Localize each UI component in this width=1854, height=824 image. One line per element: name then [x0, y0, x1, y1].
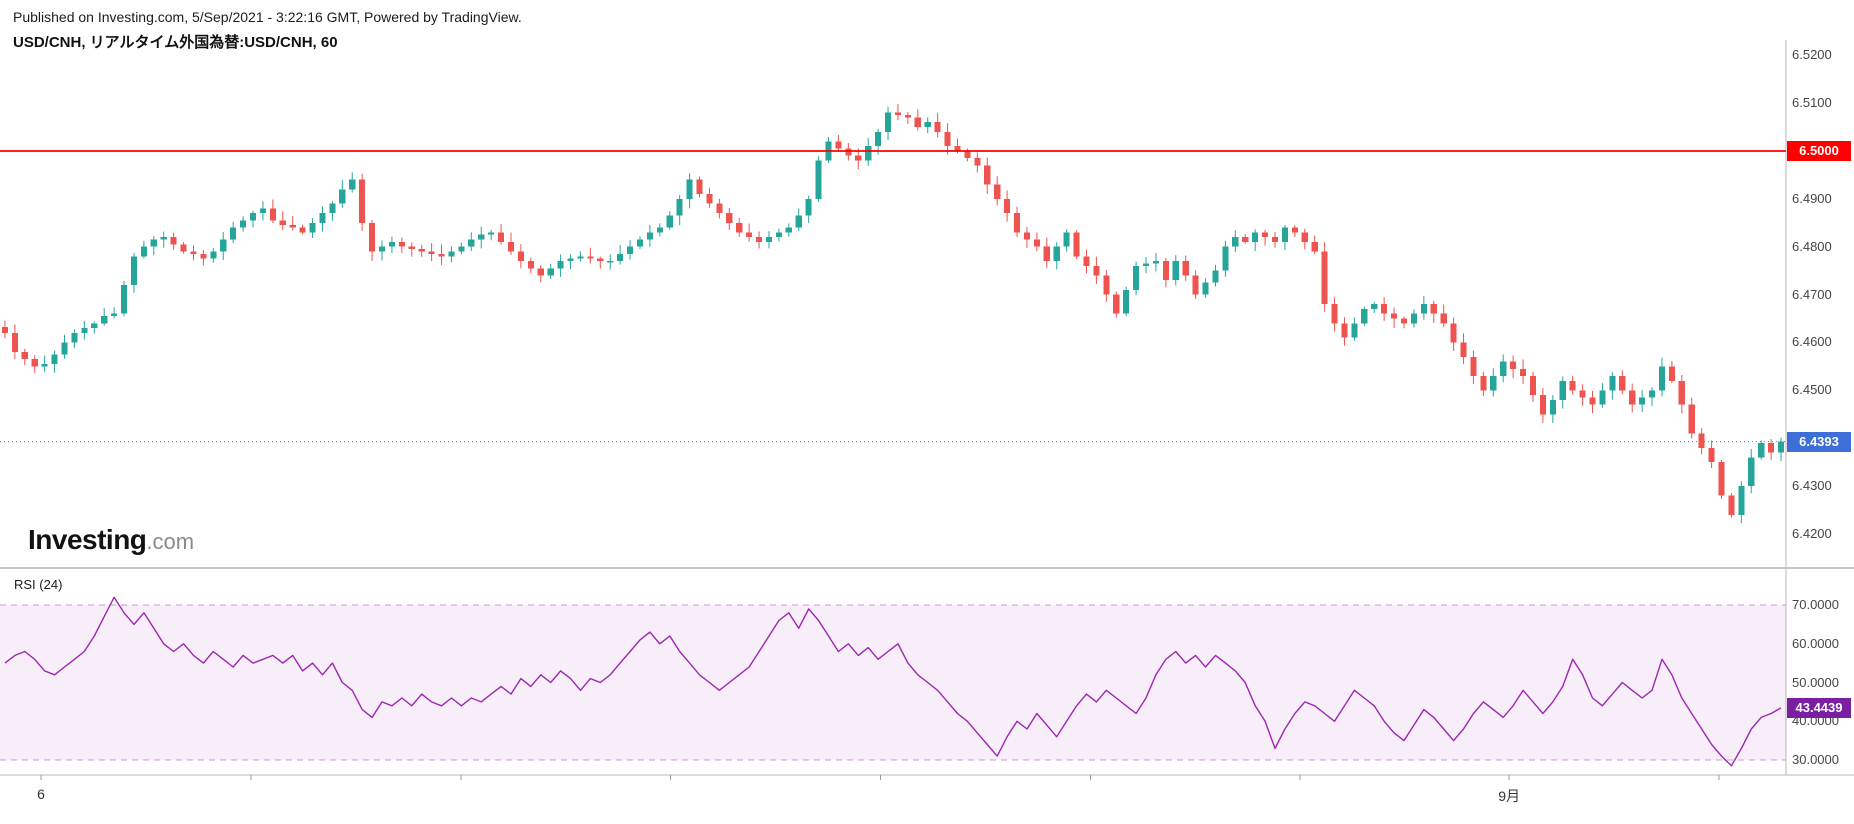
- price-tick-label: 6.4500: [1792, 382, 1832, 398]
- time-tick-label: 6: [37, 786, 45, 802]
- rsi-tick-label: 60.0000: [1792, 635, 1839, 651]
- time-axis[interactable]: 6 9月: [0, 780, 1786, 816]
- price-tick-label: 6.4700: [1792, 286, 1832, 302]
- investing-logo-text: Investing: [28, 524, 147, 555]
- price-tick-label: 6.5100: [1792, 95, 1832, 111]
- price-tick-label: 6.5200: [1792, 47, 1832, 63]
- rsi-tick-label: 70.0000: [1792, 597, 1839, 612]
- rsi-indicator-label[interactable]: RSI (24): [14, 577, 63, 592]
- price-tick-label: 6.4800: [1792, 238, 1832, 254]
- price-tick-label: 6.4300: [1792, 478, 1832, 494]
- investing-logo-suffix: .com: [146, 529, 195, 554]
- red-level-price-label: 6.5000: [1787, 140, 1851, 161]
- chart-title[interactable]: USD/CNH, リアルタイム外国為替:USD/CNH, 60: [13, 34, 338, 51]
- investing-logo: Investing.com: [28, 524, 194, 556]
- price-tick-label: 6.4900: [1792, 190, 1832, 206]
- time-tick-label: 9月: [1498, 788, 1521, 804]
- rsi-value-label: 43.4439: [1787, 697, 1851, 718]
- rsi-tick-label: 30.0000: [1792, 752, 1839, 767]
- price-tick-label: 6.4600: [1792, 334, 1832, 350]
- price-tick-label: 6.4200: [1792, 526, 1832, 541]
- last-price-label: 6.4393: [1787, 431, 1851, 452]
- publish-line: Published on Investing.com, 5/Sep/2021 -…: [13, 9, 522, 25]
- rsi-tick-label: 50.0000: [1792, 674, 1839, 690]
